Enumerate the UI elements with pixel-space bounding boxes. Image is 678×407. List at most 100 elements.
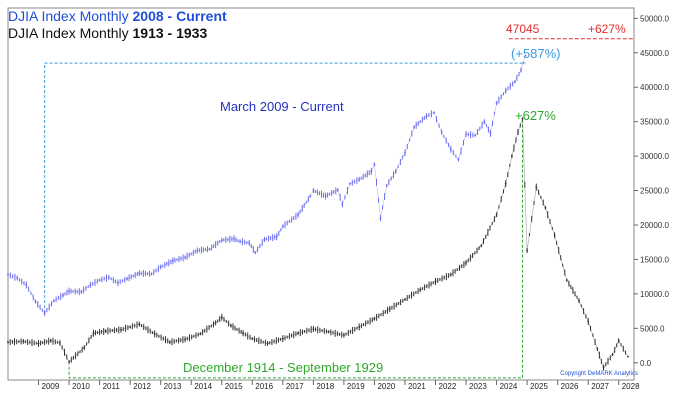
data-point — [343, 334, 345, 337]
data-point — [275, 235, 278, 238]
copyright-label: Copyright DeMARK Analytics — [560, 371, 638, 377]
data-point — [150, 273, 153, 275]
title-1-prefix: DJIA Index Monthly — [8, 8, 133, 24]
data-point — [370, 170, 373, 173]
data-point — [281, 225, 284, 228]
series-layer — [7, 54, 629, 371]
data-point — [440, 131, 443, 133]
data-point — [59, 341, 61, 344]
y-tick-label: 50000.0 — [640, 14, 669, 23]
title-2-prefix: DJIA Index Monthly — [8, 25, 133, 41]
data-point — [388, 308, 391, 310]
data-point — [495, 213, 498, 216]
x-tick-label: 2027 — [591, 382, 609, 391]
data-point — [517, 131, 519, 133]
data-point — [89, 284, 92, 286]
data-point — [465, 262, 467, 264]
data-point — [138, 272, 141, 275]
data-point — [297, 332, 299, 335]
title-1-period: 2008 - Current — [132, 8, 227, 24]
target-value-label: 47045 — [506, 22, 540, 36]
data-point — [159, 266, 162, 268]
green-pct-label: +627% — [515, 108, 556, 123]
data-point — [358, 326, 361, 328]
blue-pct-label: (+587%) — [511, 46, 561, 61]
data-point — [394, 170, 397, 173]
data-point — [107, 276, 110, 279]
x-tick-label: 2023 — [469, 382, 487, 391]
data-point — [98, 279, 101, 281]
data-point — [104, 330, 107, 332]
data-point — [312, 189, 315, 192]
data-point — [312, 328, 315, 330]
data-point — [449, 273, 452, 276]
x-tick-label: 2017 — [286, 382, 304, 391]
data-point — [129, 326, 132, 328]
data-point — [404, 298, 406, 301]
x-tick-label: 2021 — [408, 382, 426, 391]
green-range-label: December 1914 - September 1929 — [183, 360, 384, 375]
x-tick-label: 2018 — [316, 382, 334, 391]
x-tick-label: 2015 — [225, 382, 243, 391]
data-point — [578, 299, 580, 302]
data-point — [281, 337, 284, 340]
data-point — [214, 321, 217, 324]
data-point — [208, 248, 211, 251]
data-point — [433, 111, 435, 114]
data-point — [324, 195, 327, 198]
data-point — [52, 299, 55, 302]
data-point — [266, 342, 269, 345]
x-axis: 2009 2010 2011 2012 2013 2014 2015 2016 2017 2018… — [38, 380, 640, 391]
data-point — [526, 249, 528, 252]
x-tick-label: 2028 — [622, 382, 640, 391]
data-point — [230, 324, 232, 327]
data-point — [504, 89, 507, 92]
blue-range-bracket — [44, 62, 526, 314]
plot-frame — [7, 7, 635, 381]
data-point — [199, 332, 202, 335]
data-point — [425, 115, 428, 118]
data-point — [611, 353, 614, 356]
data-point — [254, 251, 257, 254]
data-point — [239, 240, 242, 243]
y-axis: 50000.0 45000.0 40000.0 35000.0 30000.0 25000… — [634, 14, 669, 368]
y-tick-label: 45000.0 — [640, 49, 669, 58]
data-point — [37, 342, 40, 345]
data-point — [153, 332, 156, 335]
data-point — [483, 120, 486, 123]
y-tick-label: 35000.0 — [640, 118, 669, 127]
data-point — [457, 158, 460, 161]
data-point — [233, 237, 235, 240]
data-point — [627, 355, 629, 358]
title-line-1: DJIA Index Monthly 2008 - Current — [8, 8, 227, 24]
data-point — [309, 195, 312, 198]
y-tick-label: 10000.0 — [640, 290, 669, 299]
data-point — [434, 280, 437, 283]
data-point — [7, 273, 9, 276]
data-point — [373, 317, 376, 320]
data-point — [92, 332, 95, 335]
data-point — [474, 134, 477, 137]
data-point — [521, 118, 524, 120]
data-point — [520, 69, 522, 71]
data-point — [385, 184, 388, 187]
data-point — [358, 178, 361, 181]
y-tick-label: 30000.0 — [640, 152, 669, 161]
data-point — [596, 348, 599, 350]
data-point — [117, 282, 119, 284]
y-tick-label: 0.0 — [640, 359, 652, 368]
series-1913-1933 — [7, 117, 629, 371]
y-tick-label: 40000.0 — [640, 83, 669, 92]
data-point — [62, 294, 64, 297]
data-point — [34, 300, 37, 303]
x-tick-label: 2016 — [255, 382, 273, 391]
x-tick-label: 2009 — [42, 382, 60, 391]
data-point — [449, 148, 452, 151]
data-point — [465, 133, 467, 136]
data-point — [495, 102, 498, 104]
data-point — [184, 338, 187, 341]
x-tick-label: 2012 — [133, 382, 151, 391]
target-pct-label: +627% — [588, 22, 626, 36]
